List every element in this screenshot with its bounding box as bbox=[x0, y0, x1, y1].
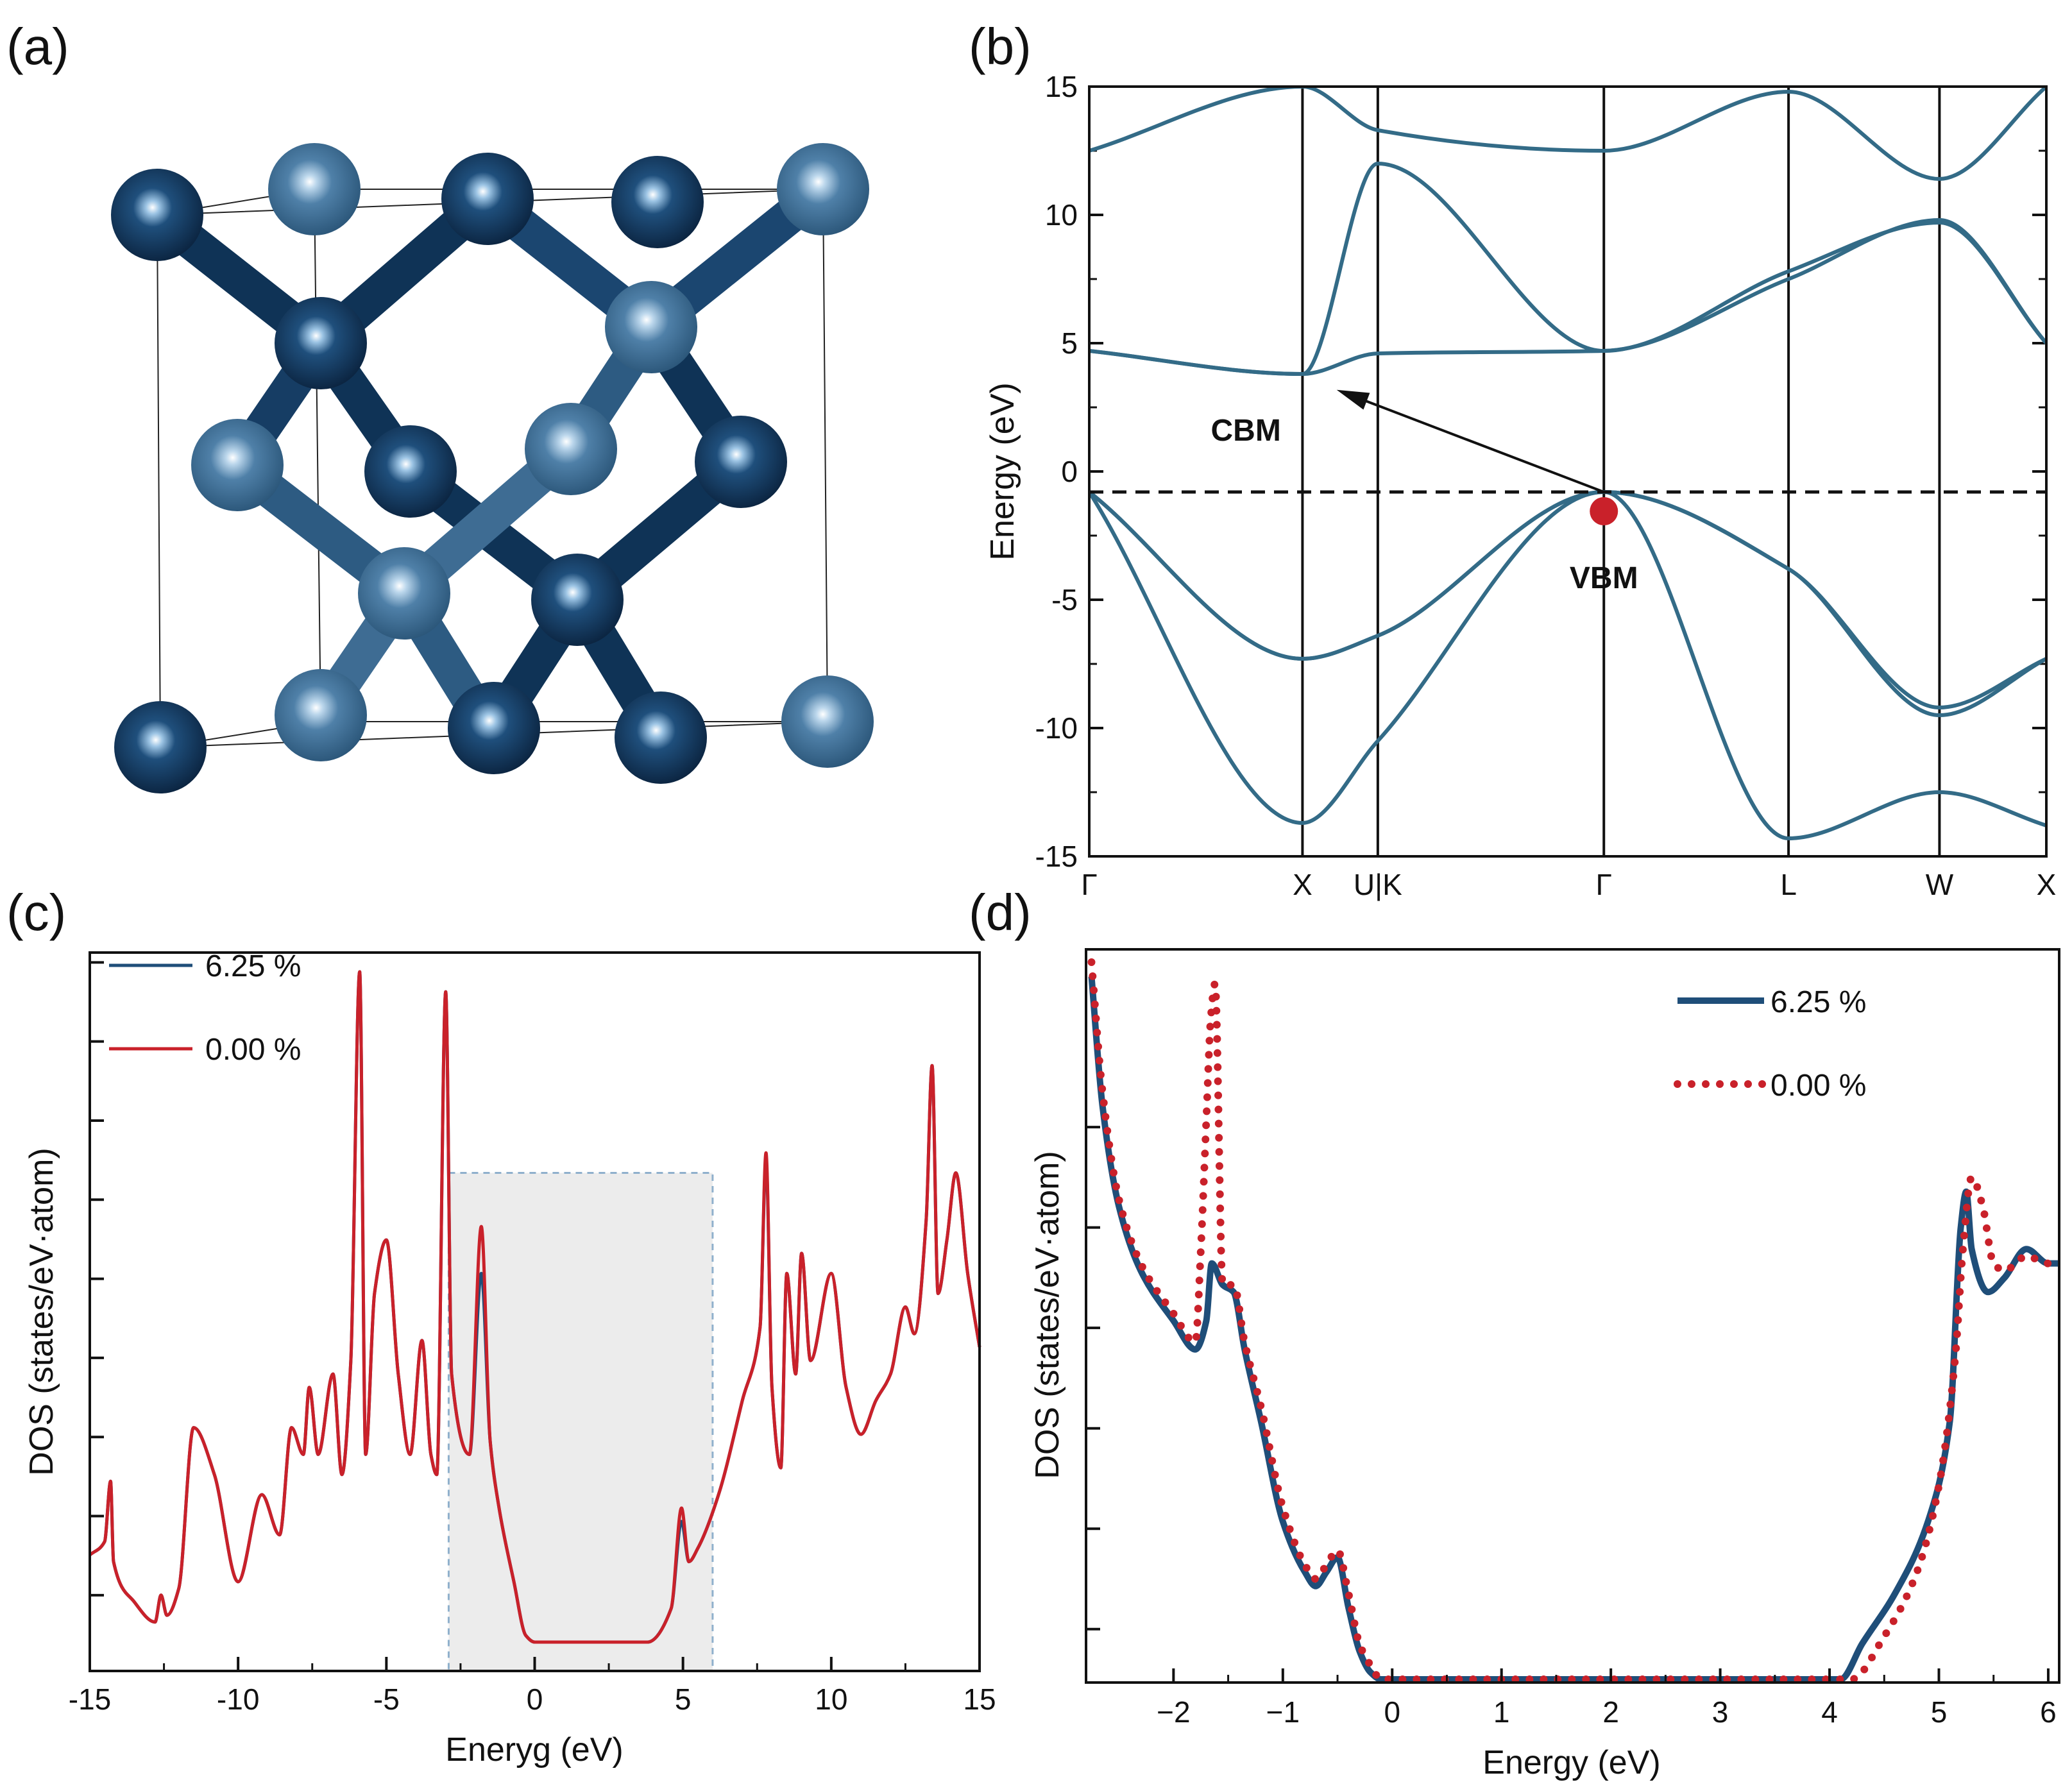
band-line bbox=[1089, 489, 2046, 710]
d-xtick-label: −2 bbox=[1157, 1695, 1190, 1729]
d-xtick-label: −1 bbox=[1266, 1695, 1300, 1729]
crystal-structure bbox=[111, 143, 874, 793]
b-bands bbox=[1089, 87, 2046, 841]
band-line bbox=[1089, 161, 2046, 377]
c-xticks: -15 -10 -5 0 5 10 15 bbox=[69, 1657, 996, 1716]
atoms bbox=[111, 143, 874, 793]
atom bbox=[441, 153, 534, 245]
d-xtick-label: 2 bbox=[1602, 1695, 1619, 1729]
d-xtick-label: 0 bbox=[1384, 1695, 1400, 1729]
d-xtick-label: 5 bbox=[1931, 1695, 1948, 1729]
d-yticks bbox=[1086, 1126, 1100, 1631]
d-xlabel: Energy (eV) bbox=[1482, 1744, 1660, 1781]
d-xtick-label: 1 bbox=[1493, 1695, 1510, 1729]
d-series-line-625 bbox=[1088, 976, 2059, 1683]
panel-d-label: (d) bbox=[969, 884, 1032, 941]
c-xtick-label: 0 bbox=[527, 1683, 543, 1716]
panel-b-label: (b) bbox=[969, 18, 1032, 75]
c-xtick-label: 10 bbox=[815, 1683, 847, 1716]
b-ytick-label: 0 bbox=[1061, 455, 1078, 488]
vbm-label: VBM bbox=[1570, 561, 1638, 595]
d-xtick-label: 4 bbox=[1821, 1695, 1838, 1729]
b-ytick-label: 15 bbox=[1045, 70, 1078, 103]
band-line bbox=[1089, 489, 2046, 841]
atom bbox=[364, 425, 457, 518]
d-legend: 6.25 % 0.00 % bbox=[1674, 985, 1866, 1103]
legend-label-625: 6.25 % bbox=[1771, 985, 1866, 1019]
legend-label-625: 6.25 % bbox=[205, 949, 301, 983]
vbm-marker bbox=[1590, 497, 1618, 525]
atom bbox=[605, 281, 697, 373]
d-plot-frame bbox=[1085, 948, 2060, 1684]
panel-a-label: (a) bbox=[6, 18, 69, 75]
cbm-label: CBM bbox=[1211, 414, 1281, 448]
atom bbox=[777, 143, 869, 235]
b-ytick-label: 10 bbox=[1045, 198, 1078, 232]
b-kpoint-label: L bbox=[1780, 868, 1797, 901]
band-line bbox=[1089, 489, 2046, 718]
zoom-highlight-box bbox=[447, 1172, 714, 1672]
atom bbox=[111, 169, 203, 261]
atom bbox=[268, 143, 361, 235]
b-kpoint-label: Γ bbox=[1081, 868, 1097, 901]
c-ylabel: DOS (states/eV·atom) bbox=[23, 1148, 60, 1475]
c-series bbox=[89, 970, 981, 1644]
c-xtick-label: 15 bbox=[963, 1683, 996, 1716]
panel-c-label: (c) bbox=[6, 884, 66, 941]
c-xlabel: Eneryg (eV) bbox=[445, 1731, 623, 1768]
b-kpoint-label: X bbox=[2037, 868, 2057, 901]
b-kpoint-label: X bbox=[1293, 868, 1312, 901]
c-series-line bbox=[89, 970, 981, 1644]
d-xtick-label: 3 bbox=[1712, 1695, 1729, 1729]
atom bbox=[615, 691, 707, 784]
atom bbox=[525, 403, 617, 495]
c-yticks bbox=[90, 961, 104, 1597]
atom bbox=[275, 297, 367, 389]
c-legend: 6.25 % 0.00 % bbox=[109, 949, 301, 1067]
b-yticks: -15 -10 -5 0 5 10 15 bbox=[1035, 70, 2046, 873]
d-series bbox=[1087, 958, 2063, 1684]
atom bbox=[695, 416, 787, 508]
legend-label-000: 0.00 % bbox=[1771, 1069, 1866, 1103]
b-kpoint-label: Γ bbox=[1596, 868, 1612, 901]
d-xtick-label: 6 bbox=[2040, 1695, 2057, 1729]
atom bbox=[358, 547, 450, 640]
b-kpoint-lines bbox=[1301, 87, 1941, 856]
b-kpoint-labels: Γ X U|K Γ L W X bbox=[1081, 868, 2056, 901]
dos-chart-zoom: −2 −1 0 1 2 3 4 5 6 Energy (eV) DOS (states/eV·a… bbox=[1029, 948, 2063, 1781]
c-xtick-label: -10 bbox=[217, 1683, 259, 1716]
d-series-line-000 bbox=[1087, 958, 2063, 1684]
atom bbox=[531, 554, 624, 646]
d-xticks: −2 −1 0 1 2 3 4 5 6 bbox=[1157, 1668, 2057, 1729]
c-xtick-label: 5 bbox=[675, 1683, 692, 1716]
cbm-vbm-arrow bbox=[1360, 398, 1604, 493]
dos-chart-full: -15 -10 -5 0 5 10 15 Eneryg (eV) DOS (states/e… bbox=[23, 949, 996, 1768]
arrow-head bbox=[1336, 389, 1370, 410]
atom bbox=[114, 701, 207, 793]
b-kpoint-label: W bbox=[1926, 868, 1954, 901]
d-ylabel: DOS (states/eV·atom) bbox=[1029, 1151, 1066, 1479]
c-xtick-label: -15 bbox=[69, 1683, 111, 1716]
band-line bbox=[1089, 87, 2046, 182]
b-ytick-label: -15 bbox=[1035, 840, 1078, 873]
legend-label-000: 0.00 % bbox=[205, 1033, 301, 1067]
b-ytick-label: -10 bbox=[1035, 711, 1078, 745]
c-xtick-label: -5 bbox=[373, 1683, 400, 1716]
atom bbox=[448, 682, 540, 774]
b-ytick-label: 5 bbox=[1061, 326, 1078, 360]
band-line bbox=[1089, 217, 2046, 377]
b-ylabel: Energy (eV) bbox=[984, 382, 1021, 560]
atom bbox=[275, 669, 367, 761]
b-ytick-label: -5 bbox=[1051, 583, 1078, 616]
b-kpoint-label: U|K bbox=[1354, 868, 1402, 901]
atom bbox=[781, 675, 874, 768]
b-plot-frame bbox=[1088, 85, 2048, 858]
band-structure-chart: Energy (eV) -15 -10 -5 0 5 10 15 CBM VBM Γ X U|K… bbox=[984, 70, 2056, 901]
atom bbox=[191, 419, 284, 511]
atom bbox=[611, 156, 704, 248]
